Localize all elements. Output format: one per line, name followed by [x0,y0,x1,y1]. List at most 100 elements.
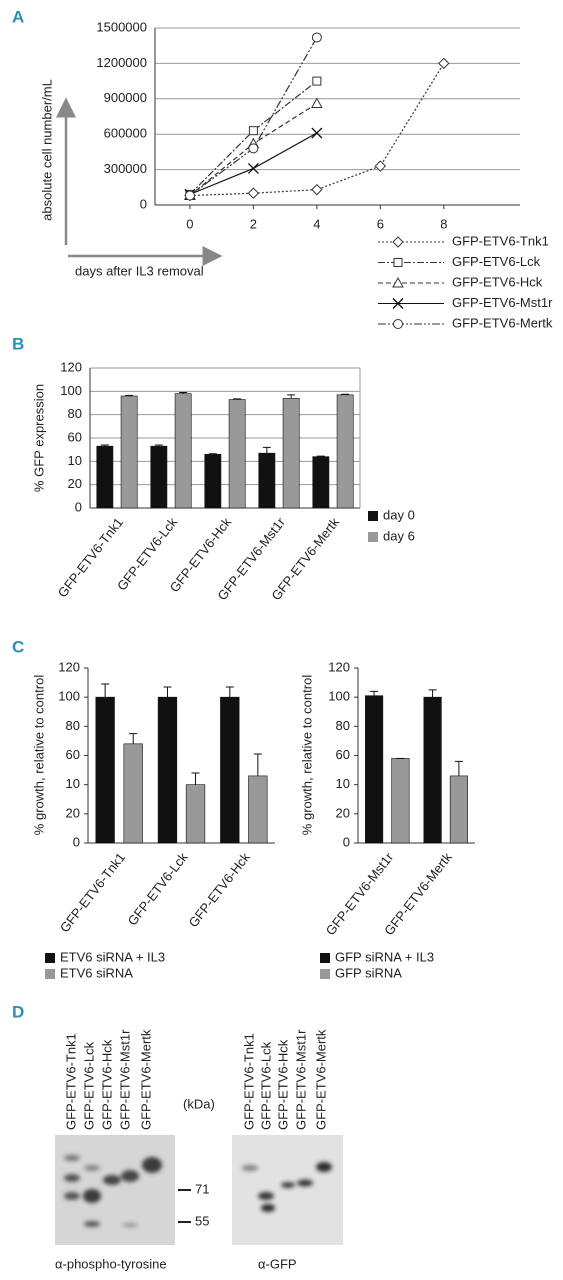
y-tick-label: 0 [140,196,147,211]
legend-swatch [320,953,330,963]
data-point [311,32,322,43]
error-bar [163,686,172,698]
panel-label: D [12,1002,24,1021]
bar [228,399,246,509]
lane-label: GFP-ETV6-Mertk [138,1029,153,1130]
data-point [247,162,259,174]
x-tick-label: 0 [186,216,193,231]
legend-swatch [368,532,378,542]
series-line [189,80,318,195]
data-point [184,190,195,201]
error-bar [225,686,234,698]
x-tick-label: 4 [313,216,320,231]
error-bar [191,772,200,785]
bar [185,784,206,844]
y-tick-label: 60 [68,429,82,444]
y-axis-title: absolute cell number/mL [39,79,54,221]
y-tick-label: 20 [336,805,350,820]
bar [423,696,442,844]
y-axis-title: % growth, relative to control [31,675,46,836]
y-tick-label: 10 [68,453,82,468]
bar [391,758,410,844]
data-point [374,160,387,172]
error-bar [287,394,296,399]
legend-label: GFP siRNA [335,965,402,980]
legend-label: day 0 [383,507,415,522]
y-tick-label: 10 [336,776,350,791]
x-tick-label: 2 [250,216,257,231]
y-tick-label: 100 [58,689,80,704]
x-tick-label: GFP-ETV6-Tnk1 [57,850,128,936]
error-bar [101,683,110,698]
error-bar [341,393,350,395]
error-bar [454,760,463,776]
y-tick-label: 10 [66,776,80,791]
data-point [438,57,450,70]
lane-label: GFP-ETV6-Lck [81,1041,96,1130]
y-tick-label: 60 [66,747,80,762]
bar [120,395,138,509]
blot [55,1135,343,1245]
size-marker: 71 [195,1181,209,1196]
data-point [248,143,259,154]
error-bar [125,394,134,396]
unit-label: (kDa) [183,1096,215,1111]
legend-swatch [45,953,55,963]
error-bar [316,455,325,457]
legend-label: ETV6 siRNA [60,965,133,980]
data-point [311,97,323,109]
blot-caption: α-GFP [258,1256,297,1271]
y-tick-label: 120 [60,359,82,374]
x-tick-label: GFP-ETV6-Hck [185,849,253,930]
bar [336,394,354,509]
y-tick-label: 1200000 [96,55,147,70]
bar [157,696,178,844]
legend-label: day 6 [383,528,415,543]
error-bar [253,753,262,776]
legend-label: GFP-ETV6-Lck [452,254,541,269]
y-tick-label: 100 [328,689,350,704]
bar [150,445,168,509]
error-bar [179,392,188,394]
legend-marker [393,319,403,329]
legend-swatch [368,511,378,521]
lane-label: GFP-ETV6-Mst1r [117,1029,132,1130]
panel-label: A [12,7,24,26]
error-bar [129,733,138,744]
error-bar [208,453,217,455]
legend-label: GFP-ETV6-Mst1r [452,295,553,310]
panel-label: C [12,637,24,656]
y-axis-title: % growth, relative to control [299,675,314,836]
error-bar [370,690,379,696]
x-tick-label: GFP-ETV6-Tnk1 [55,515,126,601]
x-tick-label: 6 [377,216,384,231]
legend-label: GFP-ETV6-Tnk1 [452,233,549,248]
bar [220,696,240,844]
bar [96,445,114,509]
lane-label: GFP-ETV6-Lck [258,1041,273,1130]
lane-label: GFP-ETV6-Hck [275,1039,290,1130]
lane-label: GFP-ETV6-Tnk1 [63,1033,78,1130]
error-bar [428,689,437,698]
y-tick-label: 120 [58,659,80,674]
y-tick-label: 0 [343,834,350,849]
y-tick-label: 100 [60,383,82,398]
data-point [248,126,258,136]
y-tick-label: 600000 [104,126,147,141]
y-axis-title: % GFP expression [31,384,46,492]
y-tick-label: 0 [75,499,82,514]
y-tick-label: 80 [336,718,350,733]
bar [449,775,468,844]
error-bar [262,446,271,454]
lane-label: GFP-ETV6-Mst1r [293,1029,308,1130]
legend-marker [392,236,404,248]
legend-marker [392,276,404,288]
legend-swatch [320,969,330,979]
data-point [311,183,323,196]
x-tick-label: GFP-ETV6-Lck [124,849,190,928]
bar [248,775,268,844]
legend-label: GFP-ETV6-Mertk [452,315,553,330]
bar [258,452,276,509]
lane-label: GFP-ETV6-Mertk [313,1029,328,1130]
series-line [189,37,318,197]
